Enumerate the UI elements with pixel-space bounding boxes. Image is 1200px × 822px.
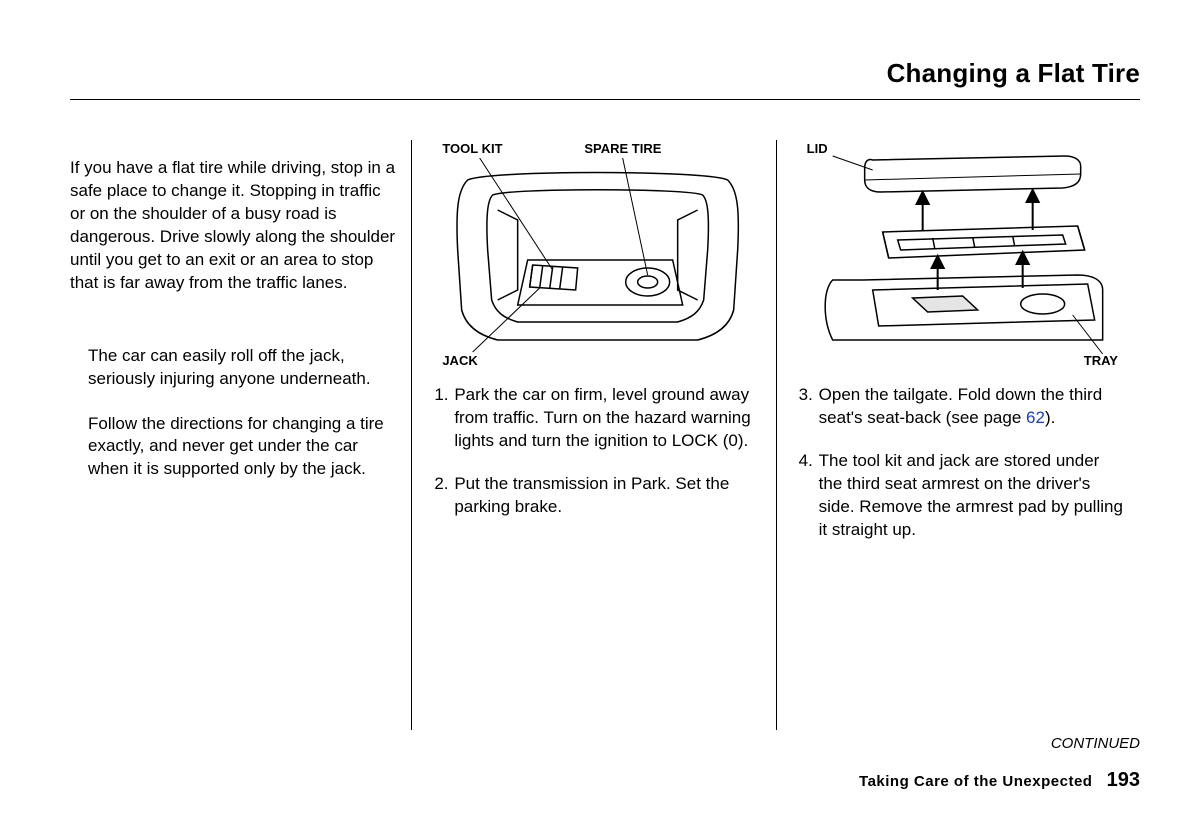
column-3: LID TRAY xyxy=(776,140,1140,730)
manual-page: Changing a Flat Tire If you have a flat … xyxy=(0,0,1200,822)
step-4: 4. The tool kit and jack are stored unde… xyxy=(799,450,1126,542)
figure-cargo-area: TOOL KIT SPARE TIRE JACK xyxy=(434,140,761,370)
label-jack: JACK xyxy=(442,352,477,370)
label-spare-tire: SPARE TIRE xyxy=(584,140,661,158)
page-footer: Taking Care of the Unexpected 193 xyxy=(859,769,1140,792)
step-2-text: Put the transmission in Park. Set the pa… xyxy=(454,473,761,519)
column-2: TOOL KIT SPARE TIRE JACK xyxy=(411,140,775,730)
armrest-tray-illustration xyxy=(799,140,1126,370)
step-2: 2. Put the transmission in Park. Set the… xyxy=(434,473,761,519)
step-3-text: Open the tailgate. Fold down the third s… xyxy=(819,384,1126,430)
label-lid: LID xyxy=(807,140,828,158)
page-link-62[interactable]: 62 xyxy=(1026,408,1045,427)
warning-block: The car can easily roll off the jack, se… xyxy=(70,345,397,482)
footer-section-name: Taking Care of the Unexpected xyxy=(859,773,1092,790)
step-3-text-a: Open the tailgate. Fold down the third s… xyxy=(819,385,1103,427)
page-number: 193 xyxy=(1107,769,1140,791)
step-1-number: 1. xyxy=(434,384,454,453)
warning-paragraph-2: Follow the directions for changing a tir… xyxy=(88,413,397,482)
cargo-area-illustration xyxy=(434,140,761,370)
column-1: If you have a flat tire while driving, s… xyxy=(70,140,411,730)
step-3-text-b: ). xyxy=(1045,408,1055,427)
label-tool-kit: TOOL KIT xyxy=(442,140,502,158)
warning-paragraph-1: The car can easily roll off the jack, se… xyxy=(88,345,397,391)
step-4-number: 4. xyxy=(799,450,819,542)
label-tray: TRAY xyxy=(1084,352,1118,370)
step-4-text: The tool kit and jack are stored under t… xyxy=(819,450,1126,542)
page-title: Changing a Flat Tire xyxy=(70,58,1140,100)
step-3: 3. Open the tailgate. Fold down the thir… xyxy=(799,384,1126,430)
content-columns: If you have a flat tire while driving, s… xyxy=(70,140,1140,730)
step-3-number: 3. xyxy=(799,384,819,430)
continued-label: CONTINUED xyxy=(1051,735,1140,752)
step-1: 1. Park the car on firm, level ground aw… xyxy=(434,384,761,453)
figure-armrest-tray: LID TRAY xyxy=(799,140,1126,370)
step-1-text: Park the car on firm, level ground away … xyxy=(454,384,761,453)
intro-paragraph: If you have a flat tire while driving, s… xyxy=(70,157,397,295)
step-2-number: 2. xyxy=(434,473,454,519)
